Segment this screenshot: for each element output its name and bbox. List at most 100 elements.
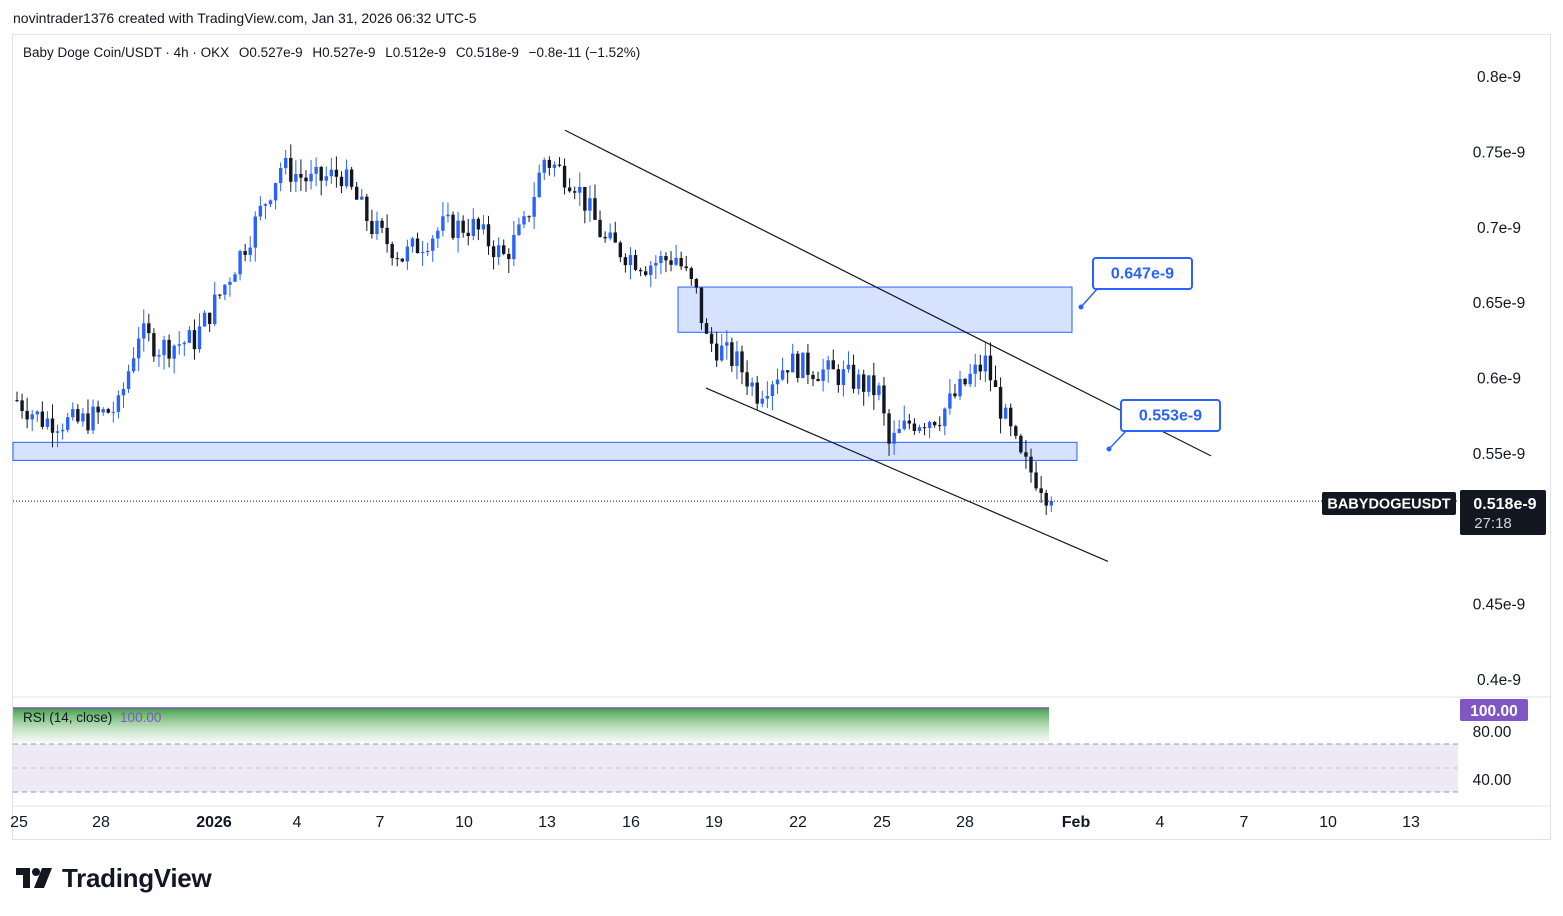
candle-body: [826, 360, 830, 370]
candle-body: [958, 378, 962, 397]
candle-body: [466, 232, 470, 236]
candle-body: [562, 165, 567, 188]
rsi-legend-title: RSI (14, close): [23, 710, 113, 725]
candle-body: [578, 186, 582, 193]
rsi-level-40-label: 40.00: [1473, 772, 1512, 789]
candle-body: [116, 395, 121, 412]
candle-body: [360, 196, 364, 200]
candle-body: [608, 232, 612, 239]
candle-body: [25, 410, 29, 420]
candle-body: [284, 157, 288, 169]
candle-body: [400, 258, 405, 262]
candle-body: [517, 224, 521, 235]
candle-body: [725, 342, 729, 346]
resistance-zone[interactable]: [677, 286, 1073, 333]
candle-body: [197, 326, 202, 350]
candle-body: [446, 214, 450, 217]
candle-body: [998, 386, 1003, 419]
candle-body: [811, 374, 815, 380]
upper-trendline[interactable]: [564, 129, 1212, 457]
candle-body: [238, 251, 242, 275]
price-tick-label: 0.55e-9: [1473, 446, 1526, 463]
candle-body: [709, 333, 714, 344]
callout-lower-label: 0.553e-9: [1139, 408, 1202, 425]
callout-lower-zone[interactable]: 0.553e-9: [1106, 399, 1221, 452]
candle-body: [304, 177, 308, 182]
candle-body: [273, 183, 278, 201]
candle-body: [111, 411, 116, 413]
candle-body: [664, 256, 668, 261]
candle-body: [912, 423, 917, 432]
candle-body: [299, 174, 303, 178]
candle-body: [872, 375, 876, 396]
candle-body: [973, 364, 977, 374]
rsi-level-80-label: 80.00: [1473, 724, 1512, 741]
candle-body: [365, 196, 369, 221]
candle-body: [177, 344, 181, 346]
candle-body: [152, 333, 156, 357]
legend-low: L0.512e-9: [385, 45, 447, 60]
time-label: Feb: [1062, 814, 1091, 831]
candle-body: [481, 224, 486, 230]
time-label: 16: [622, 814, 640, 831]
candle-body: [588, 198, 592, 211]
time-label: 13: [1402, 814, 1420, 831]
candle-body: [40, 411, 45, 427]
candle-body: [319, 166, 323, 181]
candle-body: [988, 355, 993, 381]
time-label: 2026: [196, 814, 232, 831]
candle-body: [841, 369, 846, 386]
candle-body: [76, 409, 80, 422]
candle-body: [30, 414, 34, 420]
chart-frame: [12, 34, 1551, 840]
candle-body: [917, 427, 922, 432]
rsi-fill-area: [13, 708, 1049, 742]
rsi-axis[interactable]: 100.00 80.00 40.00: [1460, 699, 1528, 789]
candle-body: [689, 268, 694, 279]
candle-body: [1029, 456, 1033, 473]
candle-body: [623, 257, 628, 266]
price-tick-label: 0.6e-9: [1477, 371, 1521, 388]
rsi-legend-value: 100.00: [120, 710, 162, 725]
candle-body: [71, 409, 75, 418]
candle-body: [425, 250, 430, 252]
candle-body: [755, 382, 759, 404]
candle-body: [20, 400, 24, 411]
candle-body: [410, 238, 415, 247]
time-label: 10: [455, 814, 473, 831]
time-label: 28: [92, 814, 110, 831]
candle-body: [593, 198, 597, 220]
rsi-legend[interactable]: RSI (14, close) 100.00: [23, 710, 161, 725]
tradingview-brand[interactable]: TradingView: [16, 862, 212, 894]
price-tick-label: 0.65e-9: [1473, 295, 1526, 312]
candle-body: [253, 216, 257, 248]
candle-body: [218, 294, 222, 296]
candle-body: [897, 428, 901, 433]
candle-body: [96, 406, 100, 413]
candle-body: [314, 166, 318, 174]
candle-body: [213, 294, 217, 325]
candle-body: [801, 352, 805, 379]
candle-body: [55, 431, 60, 433]
candle-body: [963, 378, 967, 385]
candle-body: [816, 379, 820, 382]
candle-body: [669, 260, 673, 265]
candle-body: [791, 353, 795, 373]
candle-body: [745, 372, 749, 387]
support-zone[interactable]: [12, 441, 1078, 461]
candle-body: [106, 409, 110, 413]
time-label: 19: [705, 814, 723, 831]
callout-upper-zone[interactable]: 0.647e-9: [1078, 257, 1193, 310]
lower-trendline[interactable]: [705, 387, 1109, 562]
candle-body: [248, 247, 252, 255]
time-axis[interactable]: 25 28 2026 4 7 10 13 16 19 22 25 28 Feb 4 7 10 13: [10, 814, 1420, 831]
symbol-legend[interactable]: Baby Doge Coin/USDT · 4h · OKX O0.527e-9…: [23, 45, 646, 60]
candle-body: [101, 409, 105, 413]
candle-body: [694, 278, 699, 288]
last-price-value: 0.518e-9: [1473, 496, 1536, 513]
candle-body: [887, 413, 891, 444]
candle-body: [1019, 435, 1023, 453]
price-tick-label: 0.7e-9: [1477, 220, 1521, 237]
price-axis[interactable]: 0.8e-9 0.75e-9 0.7e-9 0.65e-9 0.6e-9 0.55e-9 0…: [1473, 69, 1526, 689]
